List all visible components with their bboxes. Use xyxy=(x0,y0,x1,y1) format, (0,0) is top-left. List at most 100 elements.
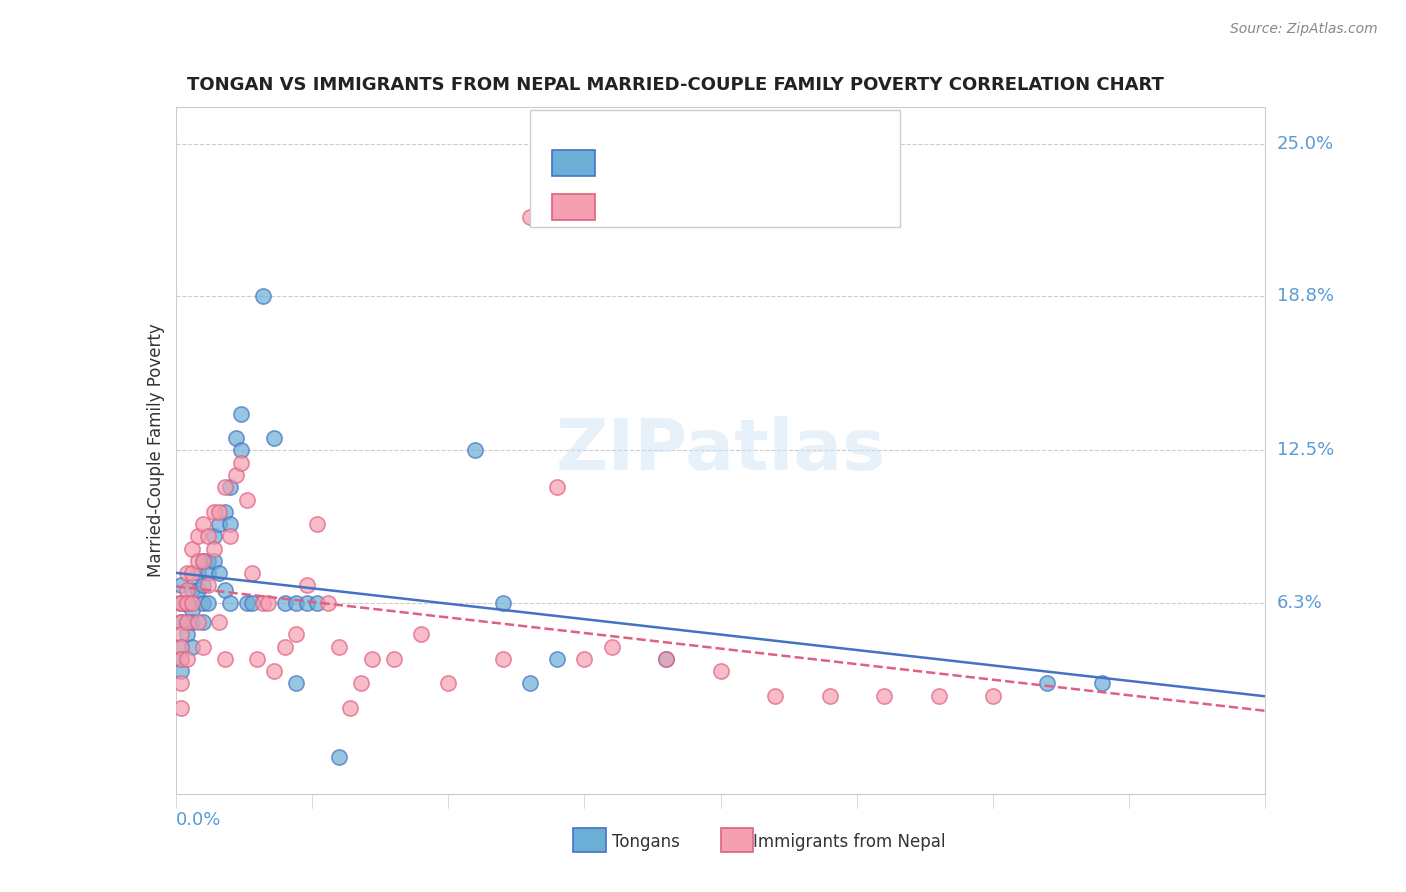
Point xyxy=(170,627,193,641)
Point xyxy=(295,596,318,610)
Point xyxy=(231,407,253,421)
Point xyxy=(873,689,896,703)
Point xyxy=(274,640,297,654)
Point xyxy=(257,596,280,610)
Text: ZIPatlas: ZIPatlas xyxy=(555,416,886,485)
Point xyxy=(191,578,214,592)
Point xyxy=(170,640,193,654)
Point xyxy=(170,596,193,610)
Point xyxy=(181,615,204,630)
Text: 18.8%: 18.8% xyxy=(1277,287,1333,305)
Point xyxy=(274,596,297,610)
Point xyxy=(231,456,253,470)
Text: Source: ZipAtlas.com: Source: ZipAtlas.com xyxy=(1230,22,1378,37)
Point xyxy=(219,480,242,494)
Point xyxy=(219,529,242,543)
FancyBboxPatch shape xyxy=(721,828,754,852)
Point xyxy=(519,676,541,690)
Point xyxy=(197,578,219,592)
Point xyxy=(328,640,350,654)
Point xyxy=(263,431,285,445)
Point xyxy=(350,676,373,690)
Point xyxy=(170,615,193,630)
Point xyxy=(208,566,231,581)
Point xyxy=(464,443,486,458)
Point xyxy=(246,652,269,666)
Point xyxy=(181,566,204,581)
Text: TONGAN VS IMMIGRANTS FROM NEPAL MARRIED-COUPLE FAMILY POVERTY CORRELATION CHART: TONGAN VS IMMIGRANTS FROM NEPAL MARRIED-… xyxy=(187,77,1164,95)
Point xyxy=(176,596,198,610)
Point xyxy=(202,505,225,519)
Point xyxy=(546,480,568,494)
Point xyxy=(409,627,432,641)
Point xyxy=(186,583,209,598)
Point xyxy=(214,480,236,494)
Point xyxy=(191,554,214,568)
Point xyxy=(191,596,214,610)
Point xyxy=(170,615,193,630)
Point xyxy=(214,505,236,519)
Point xyxy=(1091,676,1114,690)
Point xyxy=(208,517,231,532)
Point xyxy=(170,596,193,610)
Point xyxy=(818,689,841,703)
Point xyxy=(307,517,329,532)
Point xyxy=(928,689,950,703)
Point xyxy=(170,596,193,610)
Point xyxy=(437,676,460,690)
Point xyxy=(186,554,209,568)
Point xyxy=(176,615,198,630)
Point xyxy=(382,652,405,666)
Point xyxy=(263,664,285,679)
Point xyxy=(284,676,307,690)
Y-axis label: Married-Couple Family Poverty: Married-Couple Family Poverty xyxy=(146,324,165,577)
Point xyxy=(307,596,329,610)
Point xyxy=(181,583,204,598)
Point xyxy=(202,541,225,556)
Point xyxy=(546,652,568,666)
Point xyxy=(191,615,214,630)
Text: 12.5%: 12.5% xyxy=(1277,442,1334,459)
Point xyxy=(170,664,193,679)
Point xyxy=(202,554,225,568)
Point xyxy=(176,583,198,598)
Point xyxy=(170,578,193,592)
Point xyxy=(170,652,193,666)
FancyBboxPatch shape xyxy=(551,194,595,220)
Point xyxy=(219,517,242,532)
Point xyxy=(284,627,307,641)
Text: Tongans: Tongans xyxy=(612,833,679,851)
Point xyxy=(763,689,786,703)
Point xyxy=(214,652,236,666)
Point xyxy=(1036,676,1059,690)
Text: R = 0.235: R = 0.235 xyxy=(612,198,702,216)
Point xyxy=(170,596,193,610)
Point xyxy=(186,615,209,630)
Point xyxy=(191,517,214,532)
Point xyxy=(197,554,219,568)
Point xyxy=(176,596,198,610)
Point xyxy=(176,627,198,641)
Point xyxy=(252,289,274,303)
Point xyxy=(214,583,236,598)
Text: N = 53: N = 53 xyxy=(748,153,815,171)
Text: R = 0.015: R = 0.015 xyxy=(612,153,702,171)
Point xyxy=(170,701,193,715)
Point xyxy=(176,596,198,610)
Point xyxy=(181,541,204,556)
Point xyxy=(240,596,263,610)
Point xyxy=(208,505,231,519)
Point xyxy=(360,652,382,666)
Point xyxy=(328,750,350,764)
FancyBboxPatch shape xyxy=(551,150,595,176)
Point xyxy=(208,615,231,630)
Point xyxy=(186,529,209,543)
Point xyxy=(202,529,225,543)
Point xyxy=(170,676,193,690)
Point xyxy=(240,566,263,581)
Text: 0.0%: 0.0% xyxy=(176,811,221,829)
Point xyxy=(655,652,678,666)
Point xyxy=(710,664,733,679)
Point xyxy=(235,596,257,610)
FancyBboxPatch shape xyxy=(530,111,900,227)
